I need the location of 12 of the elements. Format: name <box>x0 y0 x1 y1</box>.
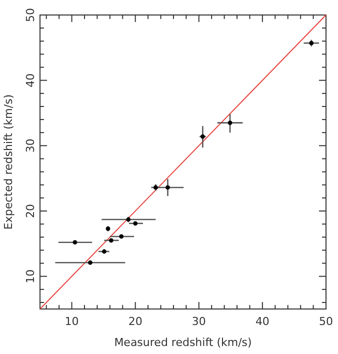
y-tick-label: 50 <box>24 8 37 22</box>
y-axis-title: Expected redshift (km/s) <box>2 94 15 230</box>
y-tick-label: 40 <box>24 73 37 88</box>
y-tick-label: 20 <box>24 204 37 218</box>
x-tick-label: 20 <box>128 315 142 328</box>
x-tick-label: 30 <box>192 315 206 328</box>
y-tick-label: 10 <box>24 269 37 284</box>
x-tick-label: 40 <box>255 315 270 328</box>
x-tick-label: 10 <box>64 315 79 328</box>
y-tick-label: 30 <box>24 138 37 153</box>
x-tick-label: 50 <box>319 315 333 328</box>
x-axis-title: Measured redshift (km/s) <box>114 336 252 349</box>
